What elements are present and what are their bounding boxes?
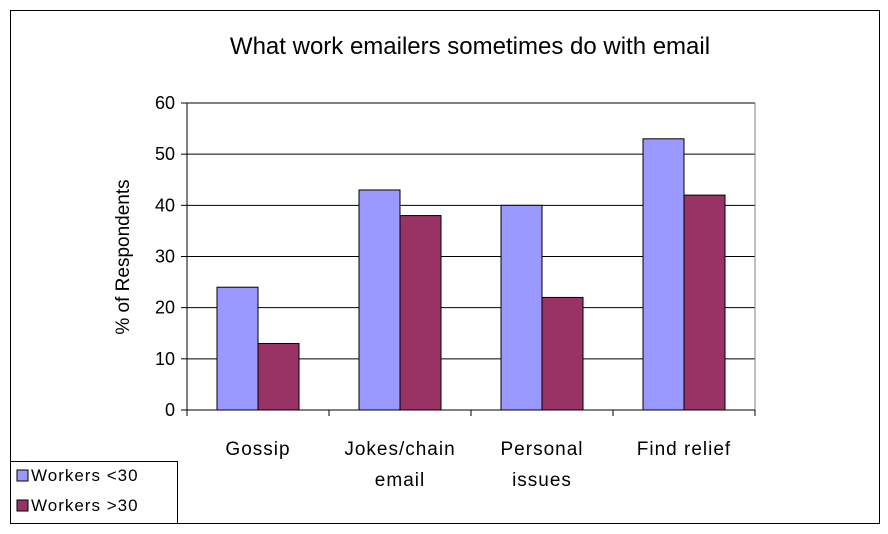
legend-swatch	[16, 469, 29, 482]
chart-frame	[10, 10, 880, 524]
legend-label: Workers <30	[31, 466, 139, 485]
x-category-label: Jokes/chain	[344, 439, 455, 460]
y-tick-label: 0	[165, 400, 175, 420]
legend: Workers <30 Workers >30	[10, 461, 178, 524]
x-category-label: Gossip	[225, 439, 290, 460]
y-tick-label: 60	[155, 93, 175, 113]
y-tick-label: 20	[155, 298, 175, 318]
y-tick-label: 50	[155, 144, 175, 164]
y-axis-label: % of Respondents	[113, 179, 134, 334]
bar-workers-under-30	[642, 138, 685, 411]
x-category-label: Personal	[501, 439, 584, 460]
x-category-label: email	[375, 470, 425, 491]
y-tick-label: 10	[155, 349, 175, 369]
legend-label: Workers >30	[31, 496, 139, 515]
bar-workers-over-30	[257, 342, 300, 411]
legend-swatch	[16, 499, 29, 512]
y-tick-label: 40	[155, 195, 175, 215]
bar-workers-under-30	[500, 204, 543, 411]
bar-workers-under-30	[358, 189, 401, 411]
bar-workers-over-30	[683, 194, 726, 411]
plot-area: 0 10 20 30 40 50 60 Gossip Jokes/chain email Perso…	[155, 93, 756, 491]
chart-title: What work emailers sometimes do with ema…	[230, 33, 710, 60]
x-category-label: Find relief	[637, 439, 731, 460]
bar-workers-under-30	[216, 286, 259, 411]
y-tick-label: 30	[155, 247, 175, 267]
bar-workers-over-30	[541, 296, 584, 411]
legend-box	[10, 461, 178, 524]
bar-workers-over-30	[399, 215, 442, 411]
x-category-label: issues	[512, 470, 572, 491]
